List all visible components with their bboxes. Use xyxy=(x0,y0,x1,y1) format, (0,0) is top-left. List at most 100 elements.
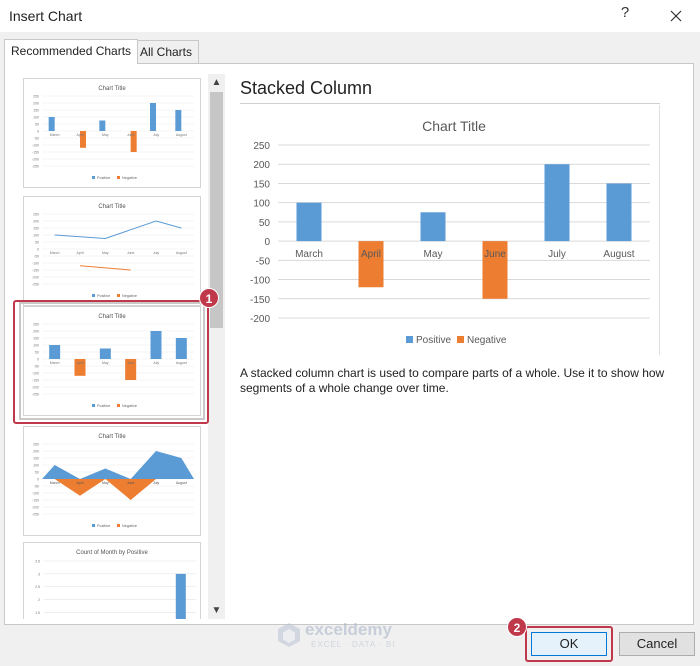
scroll-up-arrow-icon[interactable]: ▲ xyxy=(211,77,222,88)
thumb-legend-negative: Negative xyxy=(122,176,137,180)
thumb-y-tick-10: -250 xyxy=(32,283,39,287)
thumb-bar-positive-2 xyxy=(99,348,111,359)
thumb-bar-positive-5 xyxy=(175,110,182,131)
thumb-bar-positive-0 xyxy=(48,117,55,131)
thumbnail-chart-svg: Chart Title 250 200 150 100 50 0 -50 -100 -150 -20… xyxy=(32,434,194,528)
thumbnail-title: Chart Title xyxy=(98,314,126,320)
y-tick-label-8: -150 xyxy=(250,295,270,306)
x-tick-label-april: April xyxy=(361,249,381,260)
thumb-x-tick-2: May xyxy=(102,361,109,365)
thumb-y-tick-7: -100 xyxy=(32,492,39,496)
chart-title: Chart Title xyxy=(422,118,486,134)
thumbnail-chart-svg: Chart Title 250 200 150 100 50 0 -50 -100 -150 -20… xyxy=(32,204,194,298)
preview-chart-svg: Chart Title 250 200 150 100 50 0 -50 -100 -150 -20… xyxy=(250,118,650,346)
thumb-y-tick-5: 0 xyxy=(37,358,39,362)
thumb-x-tick-1: April xyxy=(76,361,83,365)
thumbnail-scrollbar[interactable]: ▲ ▼ xyxy=(208,74,225,619)
thumb-x-tick-0: March xyxy=(50,481,60,485)
thumb-legend-positive-swatch xyxy=(92,294,95,297)
thumb-x-tick-5: August xyxy=(176,251,187,255)
thumb-line-negative xyxy=(79,265,131,271)
bar-positive-march xyxy=(296,202,322,242)
thumb-y-tick-1: 200 xyxy=(33,220,39,224)
y-tick-label-5: 0 xyxy=(264,237,270,248)
thumb-y-tick-3: 100 xyxy=(33,344,39,348)
thumb-y-tick-2: 2.5 xyxy=(35,585,40,589)
thumb-bar-positive-4 xyxy=(150,331,162,359)
thumb-y-tick-8: -150 xyxy=(32,151,39,155)
thumb-y-tick-1: 3 xyxy=(38,572,40,576)
thumb-y-tick-3: 100 xyxy=(33,116,39,120)
tab-all-charts[interactable]: All Charts xyxy=(133,40,200,64)
thumb-y-tick-1: 200 xyxy=(33,102,39,106)
thumb-y-tick-7: -100 xyxy=(32,262,39,266)
thumb-y-tick-6: -50 xyxy=(34,365,39,369)
thumb-legend-negative-swatch xyxy=(117,404,120,407)
tab-panel: Chart Title 250 200 150 100 50 0 -50 -100 -150 -20… xyxy=(4,63,694,625)
thumb-y-tick-10: -250 xyxy=(32,165,39,169)
thumb-x-tick-4: July xyxy=(153,133,159,137)
thumb-x-tick-3: June xyxy=(127,133,135,137)
thumb-y-tick-0: 250 xyxy=(33,443,39,447)
thumb-x-tick-4: July xyxy=(153,361,159,365)
preview-divider xyxy=(240,103,660,104)
watermark-name: exceldemy xyxy=(305,620,392,639)
thumb-y-tick-9: -200 xyxy=(32,276,39,280)
y-tick-label-6: -50 xyxy=(256,256,271,267)
thumb-legend-negative: Negative xyxy=(122,404,137,408)
thumb-y-tick-6: -50 xyxy=(34,485,39,489)
x-tick-label-may: May xyxy=(424,249,443,260)
thumb-x-tick-0: March xyxy=(50,133,60,137)
thumbnail-title: Chart Title xyxy=(98,204,126,210)
help-button[interactable]: ? xyxy=(620,4,630,21)
ok-button[interactable]: OK xyxy=(531,632,607,656)
thumb-x-tick-2: May xyxy=(102,133,109,137)
close-button[interactable] xyxy=(664,4,688,28)
thumb-legend-negative-swatch xyxy=(117,176,120,179)
y-tick-label-7: -100 xyxy=(250,276,270,287)
x-tick-label-august: August xyxy=(603,249,634,260)
thumb-x-tick-2: May xyxy=(102,481,109,485)
x-tick-label-march: March xyxy=(295,249,323,260)
thumb-area-positive xyxy=(42,451,194,479)
thumb-y-tick-0: 250 xyxy=(33,323,39,327)
thumb-x-tick-4: July xyxy=(153,481,159,485)
scrollbar-thumb[interactable] xyxy=(210,92,223,328)
watermark-tagline: EXCEL · DATA · BI xyxy=(311,640,396,649)
thumb-bar-positive-5 xyxy=(175,338,187,359)
y-tick-label-4: 50 xyxy=(259,218,271,229)
thumb-y-tick-4: 1.5 xyxy=(35,611,40,615)
watermark-logo: exceldemy EXCEL · DATA · BI xyxy=(277,618,427,654)
thumbnail-line[interactable]: Chart Title 250 200 150 100 50 0 -50 -100 -150 -20… xyxy=(23,196,201,306)
thumb-y-tick-3: 100 xyxy=(33,234,39,238)
thumb-bar-negative-3 xyxy=(125,359,137,380)
thumbnail-area[interactable]: Chart Title 250 200 150 100 50 0 -50 -100 -150 -20… xyxy=(23,426,201,536)
thumb-x-tick-0: March xyxy=(50,251,60,255)
thumb-y-tick-1: 200 xyxy=(33,330,39,334)
x-tick-label-june: June xyxy=(484,249,506,260)
thumb-legend-negative-swatch xyxy=(117,524,120,527)
thumb-y-tick-0: 250 xyxy=(33,213,39,217)
thumb-legend-positive-swatch xyxy=(92,176,95,179)
thumb-bar-4 xyxy=(175,573,186,619)
cancel-button[interactable]: Cancel xyxy=(619,632,695,656)
tab-recommended-charts[interactable]: Recommended Charts xyxy=(4,39,139,64)
bar-positive-august xyxy=(606,183,632,242)
thumbnail-clustered-column[interactable]: Chart Title 250 200 150 100 50 0 -50 -100 -150 -20… xyxy=(23,78,201,188)
scroll-down-arrow-icon[interactable]: ▼ xyxy=(211,605,222,616)
thumb-x-tick-1: April xyxy=(76,251,83,255)
thumb-y-tick-4: 50 xyxy=(35,241,39,245)
exceldemy-logo-icon xyxy=(278,623,300,647)
thumb-legend-negative: Negative xyxy=(122,294,137,298)
thumb-bar-negative-3 xyxy=(130,131,137,152)
thumb-x-tick-3: June xyxy=(127,251,135,255)
thumb-legend-positive: Positive xyxy=(97,404,110,408)
thumb-legend-positive: Positive xyxy=(97,176,110,180)
thumbnail-stacked-column[interactable]: Chart Title 250 200 150 100 50 0 -50 -100 -150 -20… xyxy=(19,302,205,420)
thumb-y-tick-6: -50 xyxy=(34,137,39,141)
close-icon xyxy=(670,10,682,22)
thumb-y-tick-5: 0 xyxy=(37,478,39,482)
thumb-legend-positive-swatch xyxy=(92,524,95,527)
